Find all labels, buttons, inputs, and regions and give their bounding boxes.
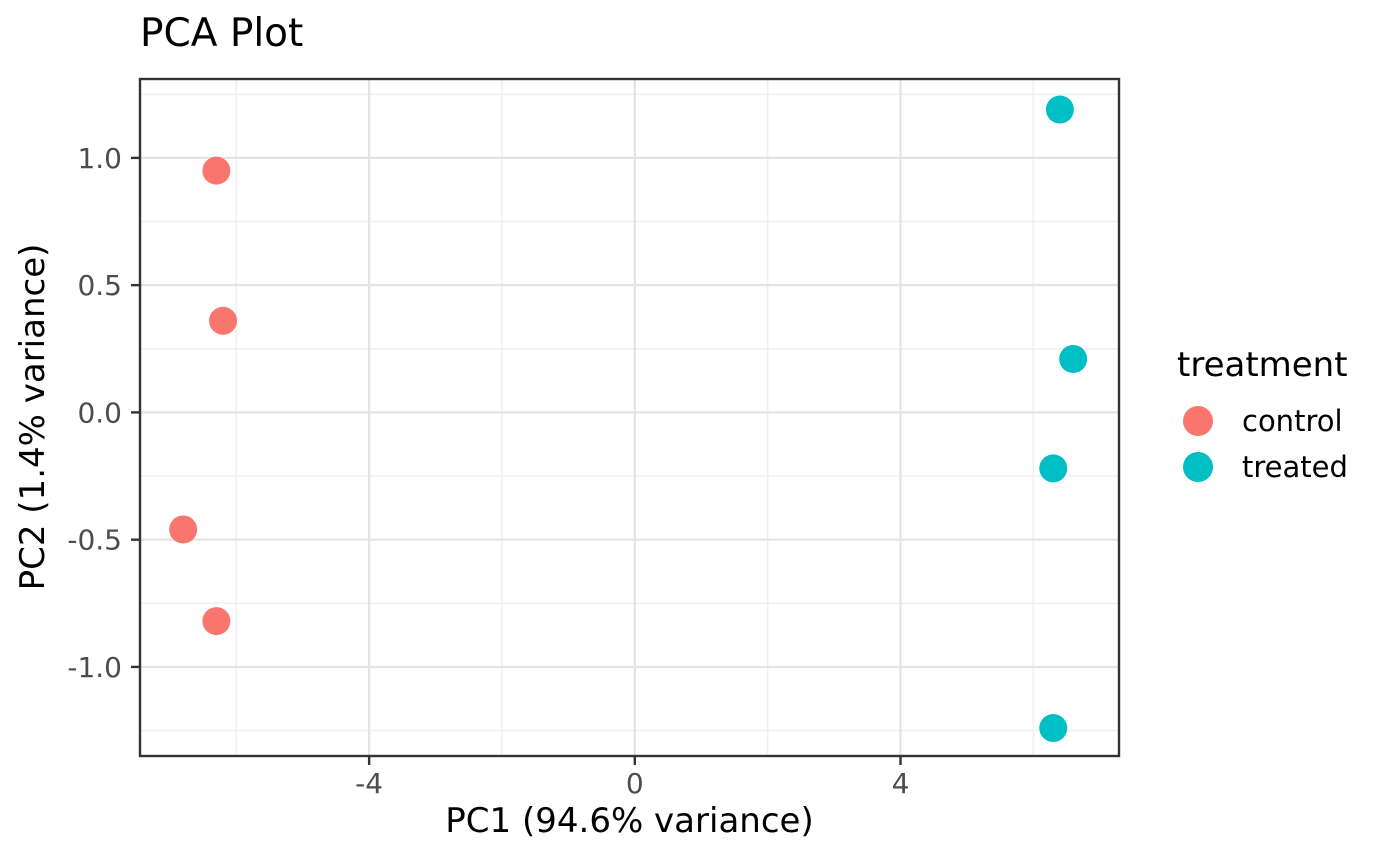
y-tick-label: -1.0 xyxy=(67,651,122,684)
grid-minor xyxy=(140,79,1119,756)
legend: treatment control treated xyxy=(1170,344,1348,490)
series-treated xyxy=(1039,95,1088,743)
grid-major xyxy=(140,79,1119,756)
data-point-treated xyxy=(1039,714,1068,743)
legend-label-control: control xyxy=(1242,404,1343,438)
legend-dot-control-icon xyxy=(1183,406,1213,436)
x-tick-label: 4 xyxy=(892,767,910,800)
legend-item-control: control xyxy=(1170,398,1348,444)
x-axis-ticks: -4 0 4 xyxy=(355,756,909,800)
legend-item-treated: treated xyxy=(1170,444,1348,490)
data-point-control xyxy=(202,607,231,636)
legend-dot-treated-icon xyxy=(1183,452,1213,482)
plot-title: PCA Plot xyxy=(140,11,304,56)
legend-title: treatment xyxy=(1177,345,1348,385)
x-tick-label: -4 xyxy=(355,767,383,800)
data-point-treated xyxy=(1045,95,1074,124)
x-tick-label: 0 xyxy=(626,767,644,800)
data-point-treated xyxy=(1039,454,1068,483)
data-point-treated xyxy=(1059,344,1088,373)
series-control xyxy=(169,156,238,636)
legend-label-treated: treated xyxy=(1242,450,1348,484)
y-tick-label: 0.5 xyxy=(77,269,122,302)
data-point-control xyxy=(169,515,198,544)
data-point-control xyxy=(209,306,238,335)
y-axis-title: PC2 (1.4% variance) xyxy=(13,243,53,591)
y-axis-ticks: 1.0 0.5 0.0 -0.5 -1.0 xyxy=(67,142,140,684)
y-tick-label: 0.0 xyxy=(77,396,122,429)
y-tick-label: 1.0 xyxy=(77,142,122,175)
x-axis-title: PC1 (94.6% variance) xyxy=(445,801,814,841)
data-point-control xyxy=(202,156,231,185)
y-tick-label: -0.5 xyxy=(67,524,122,557)
panel-border xyxy=(138,77,1121,758)
